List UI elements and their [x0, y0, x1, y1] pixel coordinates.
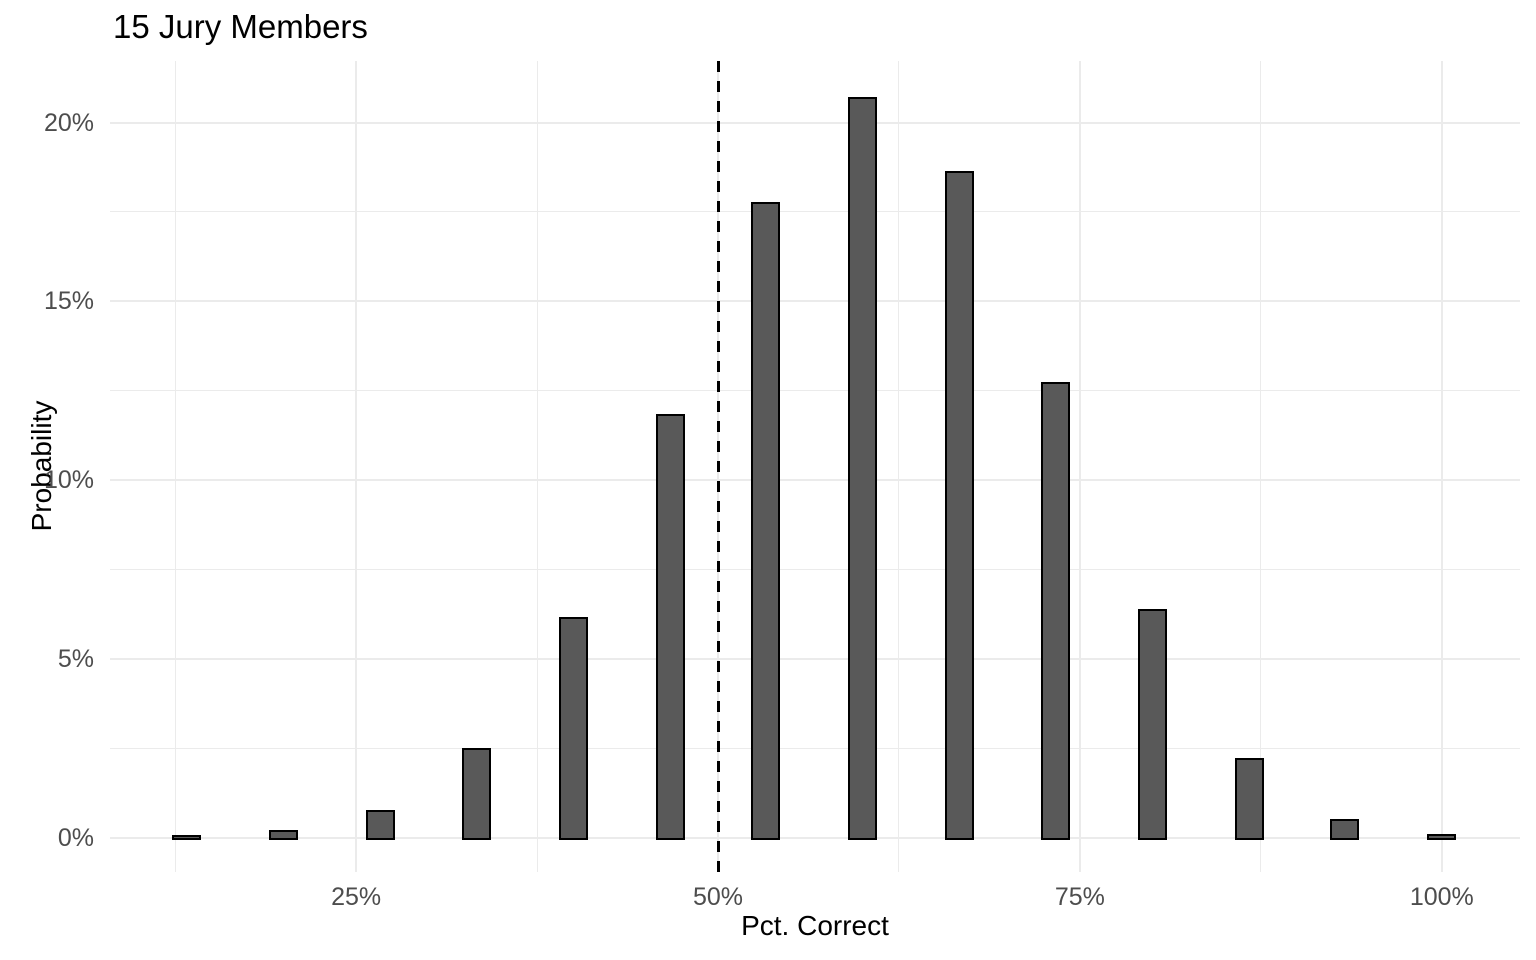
major-gridline-horizontal — [110, 121, 1520, 124]
minor-gridline-vertical — [536, 61, 538, 872]
chart-title: 15 Jury Members — [113, 8, 368, 45]
bar-60pct — [848, 96, 878, 840]
y-axis-tick-label: 5% — [57, 645, 94, 674]
reference-line-50pct — [716, 61, 720, 872]
bar-86.7pct — [1234, 757, 1264, 840]
bar-26.7pct — [366, 809, 396, 840]
y-axis-tick-label: 20% — [43, 108, 94, 137]
major-gridline-horizontal — [110, 658, 1520, 661]
major-gridline-horizontal — [110, 300, 1520, 303]
x-axis-tick-label: 100% — [1409, 883, 1474, 911]
minor-gridline-vertical — [898, 61, 900, 872]
minor-gridline-horizontal — [110, 390, 1520, 392]
bar-53.3pct — [751, 202, 781, 840]
bar-73.3pct — [1040, 382, 1070, 840]
y-axis-tick-label: 10% — [43, 466, 94, 495]
minor-gridline-horizontal — [110, 748, 1520, 750]
bar-33.3pct — [461, 748, 491, 840]
minor-gridline-vertical — [1260, 61, 1262, 872]
bar-93.3pct — [1330, 819, 1360, 840]
major-gridline-horizontal — [110, 479, 1520, 482]
y-axis-tick-label: 0% — [57, 824, 94, 852]
major-gridline-vertical — [1440, 61, 1443, 872]
minor-gridline-vertical — [174, 61, 176, 872]
major-gridline-vertical — [1078, 61, 1081, 872]
x-axis-tick-label: 25% — [331, 883, 382, 911]
x-axis-tick-label: 75% — [1054, 883, 1105, 911]
bar-20pct — [269, 830, 299, 840]
x-axis-title: Pct. Correct — [741, 910, 889, 941]
bar-13.3pct — [172, 834, 202, 840]
minor-gridline-horizontal — [110, 569, 1520, 571]
minor-gridline-horizontal — [110, 211, 1520, 213]
bar-100pct — [1427, 834, 1457, 840]
bar-46.7pct — [655, 413, 685, 840]
y-axis-tick-label: 15% — [43, 287, 94, 316]
x-axis-tick-label: 50% — [692, 883, 744, 911]
major-gridline-horizontal — [110, 837, 1520, 839]
major-gridline-vertical — [355, 61, 358, 872]
bar-66.7pct — [945, 170, 975, 840]
bar-40pct — [558, 617, 588, 840]
bar-80pct — [1137, 609, 1167, 840]
